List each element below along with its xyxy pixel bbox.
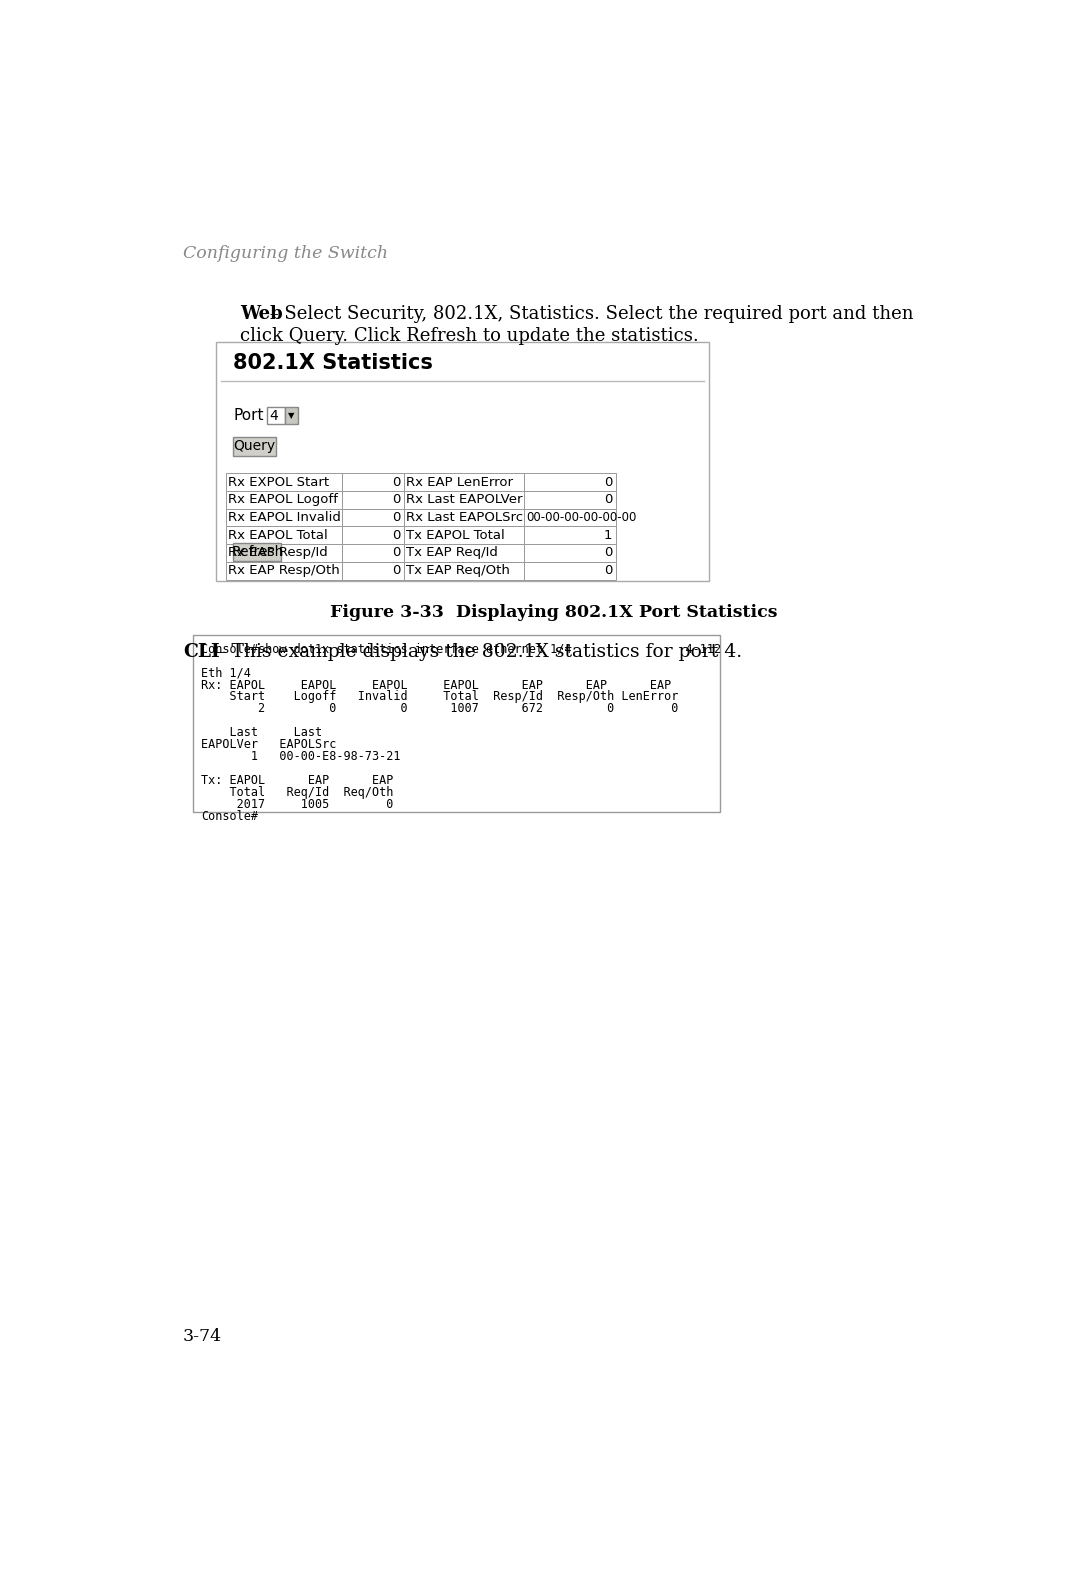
FancyBboxPatch shape (226, 473, 342, 491)
Text: Port: Port (233, 408, 264, 422)
Text: Rx EAPOL Logoff: Rx EAPOL Logoff (228, 493, 338, 507)
Text: 0: 0 (392, 564, 401, 578)
FancyBboxPatch shape (524, 509, 616, 526)
FancyBboxPatch shape (404, 526, 524, 545)
Text: Query: Query (233, 440, 275, 454)
Text: Configuring the Switch: Configuring the Switch (183, 245, 388, 262)
Text: 0: 0 (392, 512, 401, 524)
FancyBboxPatch shape (285, 407, 298, 424)
Text: 0: 0 (604, 476, 612, 488)
Text: 0: 0 (392, 529, 401, 542)
FancyBboxPatch shape (524, 526, 616, 545)
Text: Rx EAP Resp/Id: Rx EAP Resp/Id (228, 546, 327, 559)
Text: 0: 0 (604, 546, 612, 559)
Text: CLI: CLI (183, 642, 220, 661)
Text: Rx EXPOL Start: Rx EXPOL Start (228, 476, 329, 488)
Text: Total   Req/Id  Req/Oth: Total Req/Id Req/Oth (201, 787, 393, 799)
Text: 0: 0 (604, 493, 612, 507)
Text: Refresh: Refresh (231, 545, 284, 559)
FancyBboxPatch shape (342, 509, 404, 526)
Text: Tx: EAPOL      EAP      EAP: Tx: EAPOL EAP EAP (201, 774, 393, 787)
Text: Last     Last: Last Last (201, 727, 322, 739)
Text: Console#show dot1x statistics interface ethernet 1/4                4-112: Console#show dot1x statistics interface … (201, 642, 721, 656)
Text: Tx EAP Req/Id: Tx EAP Req/Id (406, 546, 498, 559)
FancyBboxPatch shape (404, 545, 524, 562)
FancyBboxPatch shape (233, 436, 276, 455)
FancyBboxPatch shape (404, 509, 524, 526)
Text: Tx EAPOL Total: Tx EAPOL Total (406, 529, 505, 542)
FancyBboxPatch shape (342, 491, 404, 509)
Text: EAPOLVer   EAPOLSrc: EAPOLVer EAPOLSrc (201, 738, 336, 750)
Text: Rx Last EAPOLSrc: Rx Last EAPOLSrc (406, 512, 524, 524)
Text: Rx EAP Resp/Oth: Rx EAP Resp/Oth (228, 564, 340, 578)
Text: Rx Last EAPOLVer: Rx Last EAPOLVer (406, 493, 523, 507)
Text: 1   00-00-E8-98-73-21: 1 00-00-E8-98-73-21 (201, 750, 401, 763)
FancyBboxPatch shape (404, 562, 524, 579)
Text: 802.1X Statistics: 802.1X Statistics (233, 353, 433, 374)
Text: Figure 3-33  Displaying 802.1X Port Statistics: Figure 3-33 Displaying 802.1X Port Stati… (329, 604, 778, 622)
FancyBboxPatch shape (342, 562, 404, 579)
Text: 0: 0 (392, 493, 401, 507)
FancyBboxPatch shape (524, 473, 616, 491)
FancyBboxPatch shape (524, 491, 616, 509)
Text: Eth 1/4: Eth 1/4 (201, 667, 251, 680)
Text: 0: 0 (604, 564, 612, 578)
FancyBboxPatch shape (342, 526, 404, 545)
Text: Rx EAPOL Invalid: Rx EAPOL Invalid (228, 512, 341, 524)
Text: 4: 4 (269, 408, 278, 422)
FancyBboxPatch shape (226, 526, 342, 545)
FancyBboxPatch shape (226, 491, 342, 509)
FancyBboxPatch shape (226, 545, 342, 562)
FancyBboxPatch shape (524, 545, 616, 562)
FancyBboxPatch shape (342, 473, 404, 491)
Text: click Query. Click Refresh to update the statistics.: click Query. Click Refresh to update the… (240, 327, 699, 345)
FancyBboxPatch shape (524, 562, 616, 579)
Text: 3-74: 3-74 (183, 1328, 222, 1345)
Text: 0: 0 (392, 546, 401, 559)
Text: 0: 0 (392, 476, 401, 488)
Text: 2         0         0      1007      672         0        0: 2 0 0 1007 672 0 0 (201, 702, 678, 716)
Text: Rx EAPOL Total: Rx EAPOL Total (228, 529, 327, 542)
FancyBboxPatch shape (404, 491, 524, 509)
FancyBboxPatch shape (342, 545, 404, 562)
FancyBboxPatch shape (193, 634, 720, 812)
Text: Web: Web (240, 306, 282, 323)
Text: Rx: EAPOL     EAPOL     EAPOL     EAPOL      EAP      EAP      EAP: Rx: EAPOL EAPOL EAPOL EAPOL EAP EAP EAP (201, 678, 671, 691)
Text: Rx EAP LenError: Rx EAP LenError (406, 476, 513, 488)
Text: ▼: ▼ (288, 411, 295, 421)
FancyBboxPatch shape (216, 342, 708, 581)
Text: Tx EAP Req/Oth: Tx EAP Req/Oth (406, 564, 510, 578)
Text: Start    Logoff   Invalid     Total  Resp/Id  Resp/Oth LenError: Start Logoff Invalid Total Resp/Id Resp/… (201, 691, 678, 703)
FancyBboxPatch shape (226, 509, 342, 526)
Text: 2017     1005        0: 2017 1005 0 (201, 798, 393, 810)
Text: – This example displays the 802.1X statistics for port 4.: – This example displays the 802.1X stati… (211, 642, 742, 661)
Text: 1: 1 (604, 529, 612, 542)
Text: 00-00-00-00-00-00: 00-00-00-00-00-00 (526, 512, 637, 524)
FancyBboxPatch shape (267, 407, 285, 424)
Text: – Select Security, 802.1X, Statistics. Select the required port and then: – Select Security, 802.1X, Statistics. S… (265, 306, 914, 323)
Text: Console#: Console# (201, 810, 258, 823)
FancyBboxPatch shape (226, 562, 342, 579)
FancyBboxPatch shape (404, 473, 524, 491)
FancyBboxPatch shape (233, 543, 282, 560)
